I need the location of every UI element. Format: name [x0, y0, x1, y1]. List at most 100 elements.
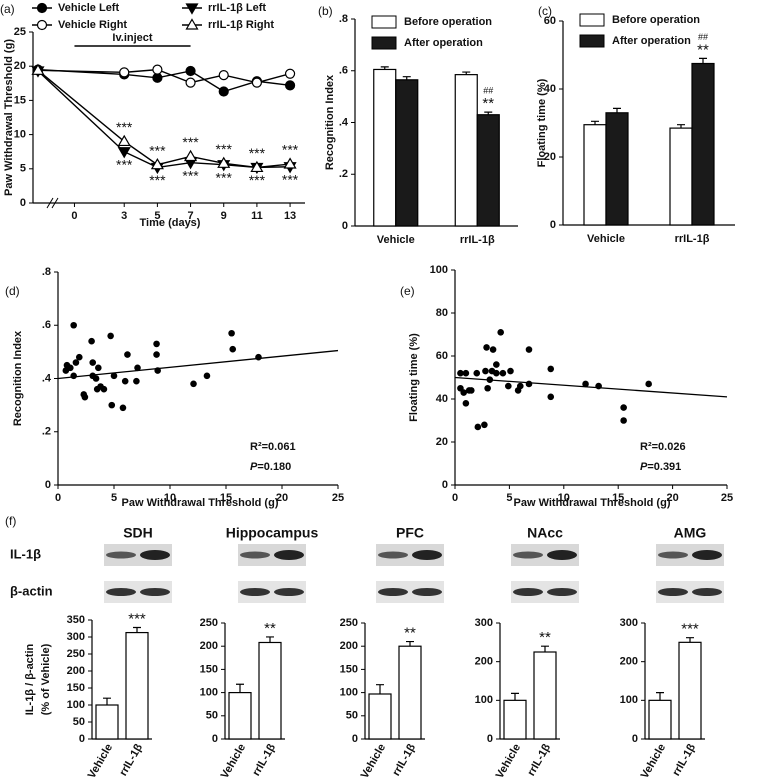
point	[134, 364, 141, 372]
significance: **	[404, 625, 416, 642]
legend-marker	[36, 2, 48, 14]
significance: ***	[128, 610, 146, 627]
bar	[691, 62, 715, 226]
error-bar	[699, 57, 707, 64]
error-bar	[236, 683, 244, 693]
error-bar	[380, 66, 389, 70]
legend-label: Before operation	[404, 16, 492, 28]
point	[62, 367, 70, 374]
legend-label: Vehicle Left	[58, 2, 119, 14]
point	[525, 380, 533, 388]
blot-band	[140, 588, 170, 596]
x-tick-label: rrIL-1β	[390, 742, 418, 778]
marker	[250, 160, 264, 173]
y-tick-label: 200	[620, 656, 638, 668]
significance: ***	[182, 167, 199, 183]
panel-label: (d)	[5, 284, 20, 298]
blot-background	[376, 544, 444, 566]
bar	[669, 127, 693, 226]
marker	[117, 147, 131, 159]
stat-label: R²	[640, 441, 652, 453]
bar	[125, 631, 149, 740]
stat: P=0.180	[250, 461, 291, 473]
error-bar	[133, 626, 141, 633]
legend-label: Before operation	[612, 14, 700, 26]
stat-label: P	[250, 461, 258, 473]
x-tick-label: rrIL-1β	[525, 742, 553, 778]
error-bar	[402, 76, 411, 80]
blot-band	[692, 588, 722, 596]
error-bar	[591, 120, 599, 125]
error-bar	[511, 692, 519, 701]
blot-band	[274, 550, 304, 560]
point	[489, 346, 497, 353]
point	[481, 421, 488, 429]
stat: R²=0.026	[640, 441, 686, 453]
marker	[284, 80, 296, 91]
legend-label: rrIL-1β Left	[208, 2, 266, 14]
marker	[218, 86, 229, 97]
marker	[217, 156, 231, 168]
significance: ***	[282, 171, 299, 187]
x-tick-label: 25	[721, 492, 733, 504]
y-axis-label: Floating time (%)	[536, 78, 548, 167]
point	[620, 417, 627, 424]
x-tick-label: rrIL-1β	[460, 234, 495, 246]
point	[95, 364, 102, 372]
significance: ***	[216, 169, 233, 185]
blot-background	[238, 544, 306, 566]
panel-title: Hippocampus	[226, 525, 319, 541]
y-tick-label: 250	[340, 617, 358, 629]
error-bar	[613, 107, 621, 113]
point	[474, 423, 482, 431]
error-bar	[541, 645, 549, 652]
y-tick-label: 350	[67, 614, 85, 626]
stat-value: =0.026	[652, 441, 686, 453]
blot-background	[104, 581, 172, 603]
x-tick-label: 20	[666, 492, 678, 504]
y-tick-label: 250	[200, 617, 218, 629]
point	[473, 369, 481, 377]
y-tick-label: 100	[340, 687, 358, 699]
x-tick-label: rrIL-1β	[250, 742, 278, 778]
point	[92, 375, 100, 382]
y-axis-label: IL-1β / β-actin	[24, 643, 36, 715]
x-tick-label: 25	[332, 492, 344, 504]
blot-band	[513, 588, 543, 596]
blot-band	[547, 550, 577, 560]
marker	[185, 65, 196, 77]
y-tick-label: 20	[14, 60, 26, 72]
x-tick-label: Vehicle	[587, 233, 625, 245]
blot-background	[511, 581, 579, 603]
marker	[251, 77, 263, 88]
y-tick-label: 100	[620, 694, 638, 706]
marker	[185, 77, 196, 88]
x-tick-label: Vehicle	[639, 742, 668, 779]
y-tick-label: 0	[20, 197, 26, 209]
x-tick-label: rrIL-1β	[670, 742, 698, 778]
point	[493, 369, 500, 377]
significance: ***	[681, 621, 699, 638]
panel-label: (e)	[400, 284, 415, 298]
significance: ***	[116, 156, 133, 172]
blot-background	[104, 544, 172, 566]
point	[483, 344, 490, 351]
legend-swatch	[371, 15, 397, 29]
bar	[395, 79, 419, 227]
blot-background	[376, 581, 444, 603]
significance: ***	[116, 119, 133, 135]
significance: ***	[182, 134, 199, 150]
y-tick-label: 200	[475, 656, 493, 668]
point	[81, 393, 89, 401]
legend-swatch	[579, 13, 605, 27]
marker	[152, 64, 163, 75]
x-tick-label: Vehicle	[494, 742, 523, 779]
marker	[150, 157, 164, 170]
blot-band	[378, 588, 408, 596]
significance: ##	[483, 86, 493, 96]
bar	[605, 112, 629, 226]
blot-label: IL-1β	[10, 546, 41, 561]
panel-title: PFC	[396, 525, 424, 541]
x-tick-label: 13	[284, 210, 296, 222]
y-tick-label: 150	[200, 663, 218, 675]
